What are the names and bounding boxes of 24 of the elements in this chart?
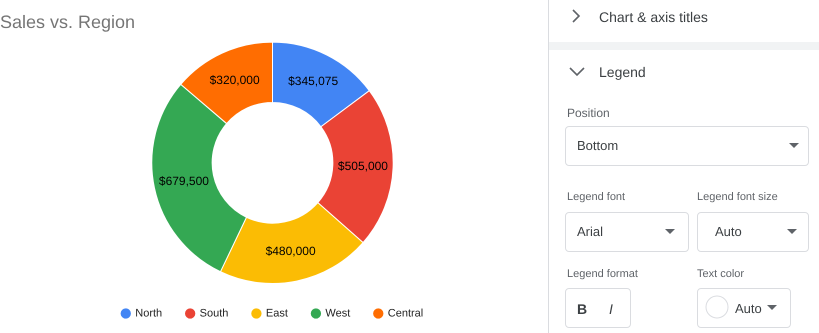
data-label: $679,500 (158, 174, 210, 188)
legend-label: North (135, 308, 162, 320)
text: Arial (577, 224, 604, 239)
text: Legend font size (697, 191, 778, 203)
data-label: $505,000 (338, 158, 388, 173)
data-label: $320,000 (210, 72, 260, 87)
text: B (577, 301, 588, 317)
text: Chart & axis titles (599, 9, 708, 25)
text: Bottom (577, 138, 618, 153)
text: Position (567, 106, 610, 120)
text: Legend (599, 64, 646, 80)
text: Legend font (567, 191, 626, 203)
legend-label: South (200, 308, 228, 320)
chart-title: Sales vs. Region (0, 12, 136, 32)
data-label: $480,000 (266, 244, 316, 258)
text: Text color (697, 268, 744, 280)
data-label: $345,075 (288, 74, 338, 88)
text: Legend format (567, 268, 638, 280)
text: Auto (715, 224, 742, 239)
text: Auto (735, 301, 762, 316)
text: I (609, 301, 613, 317)
legend-label: East (266, 308, 288, 320)
legend-label: Central (388, 308, 424, 320)
legend-label: West (325, 308, 350, 320)
